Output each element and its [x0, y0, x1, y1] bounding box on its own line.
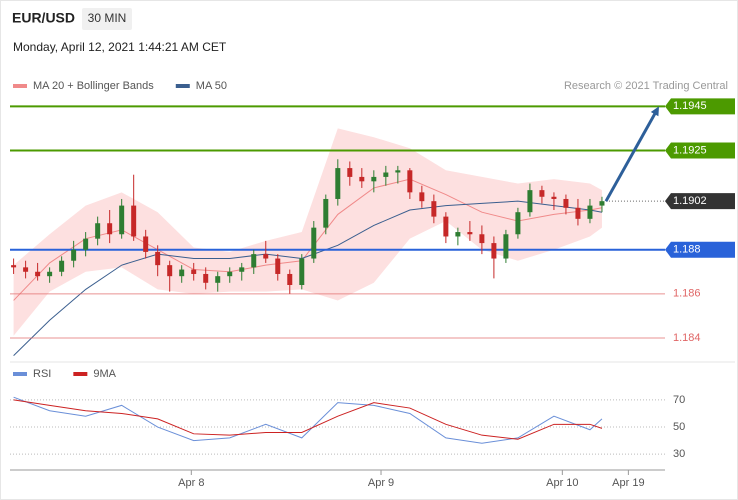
level-label: 1.1902 [673, 195, 707, 207]
x-tick-label: Apr 8 [178, 477, 204, 489]
candle-body [11, 265, 17, 268]
candle-body [83, 238, 89, 250]
candle-body [383, 172, 389, 177]
candle-body [311, 227, 317, 259]
candle-body [359, 176, 365, 182]
moving-average [13, 200, 603, 356]
candle-body [71, 249, 77, 261]
candle-body [455, 232, 461, 237]
candle-body [491, 243, 497, 259]
candle-body [587, 205, 593, 219]
x-tick-label: Apr 10 [546, 477, 578, 489]
candle-body [527, 190, 533, 213]
candle-body [503, 234, 509, 259]
candle-body [431, 201, 437, 217]
legend-swatch [13, 372, 27, 376]
candle-body [515, 212, 521, 235]
level-tag [665, 193, 735, 210]
level-tag [665, 142, 735, 159]
candle-body [23, 267, 29, 272]
moving-average [13, 178, 603, 301]
level-tag [665, 98, 735, 115]
candle-body [347, 168, 353, 177]
legend-label: RSI [33, 368, 51, 380]
candle-body [599, 201, 605, 206]
candle-body [299, 258, 305, 285]
rsi-line [13, 399, 603, 440]
legend-label: 9MA [93, 368, 116, 380]
candle-body [119, 205, 125, 235]
candle-body [143, 236, 149, 252]
candle-body [263, 254, 269, 259]
candle-body [47, 271, 53, 277]
timeframe-box [82, 8, 132, 30]
y-tick-label: 70 [673, 394, 685, 406]
candle-body [59, 260, 65, 272]
candle-body [539, 190, 545, 197]
rsi-line [13, 396, 603, 444]
candle-body [575, 207, 581, 219]
timeframe: 30 MIN [88, 11, 127, 25]
candle-body [227, 271, 233, 277]
candle-body [323, 198, 329, 228]
candle-body [107, 223, 113, 235]
legend-label: MA 50 [196, 80, 227, 92]
candle-body [467, 232, 473, 235]
candle-body [335, 168, 341, 199]
candle-body [395, 170, 401, 173]
candle-body [275, 258, 281, 274]
level-label: 1.186 [673, 288, 701, 300]
candle-body [551, 196, 557, 199]
candle-body [155, 251, 161, 266]
legend-swatch [175, 84, 190, 88]
level-label: 1.184 [673, 332, 701, 344]
candle-body [203, 273, 209, 283]
level-label: 1.188 [673, 244, 701, 256]
candle-body [215, 276, 221, 283]
candle-body [239, 267, 245, 272]
bollinger-band [13, 128, 602, 336]
symbol: EUR/USD [12, 10, 75, 26]
level-label: 1.1945 [673, 100, 707, 112]
candle-body [479, 234, 485, 244]
datetime: Monday, April 12, 2021 1:44:21 AM CET [13, 40, 227, 54]
x-tick-label: Apr 19 [612, 477, 644, 489]
legend-label: MA 20 + Bollinger Bands [33, 80, 154, 92]
candle-body [407, 170, 413, 193]
legend-swatch [13, 84, 27, 88]
candle-body [251, 254, 257, 268]
candle-body [563, 198, 569, 208]
y-tick-label: 50 [673, 421, 685, 433]
source: Research © 2021 Trading Central [564, 80, 728, 92]
x-tick-label: Apr 9 [368, 477, 394, 489]
candle-body [287, 273, 293, 285]
forecast-arrowhead [650, 106, 659, 117]
candle-body [179, 269, 185, 277]
level-tag [665, 241, 735, 258]
candle-body [371, 176, 377, 182]
legend-swatch [73, 372, 88, 376]
candle-body [443, 216, 449, 237]
candle-body [95, 223, 101, 239]
candle-body [131, 205, 137, 237]
candle-body [419, 192, 425, 202]
candle-body [167, 265, 173, 277]
candle-body [191, 269, 197, 274]
forecast-arrow [604, 110, 658, 202]
candle-body [35, 271, 41, 277]
y-tick-label: 30 [673, 448, 685, 460]
level-label: 1.1925 [673, 144, 707, 156]
